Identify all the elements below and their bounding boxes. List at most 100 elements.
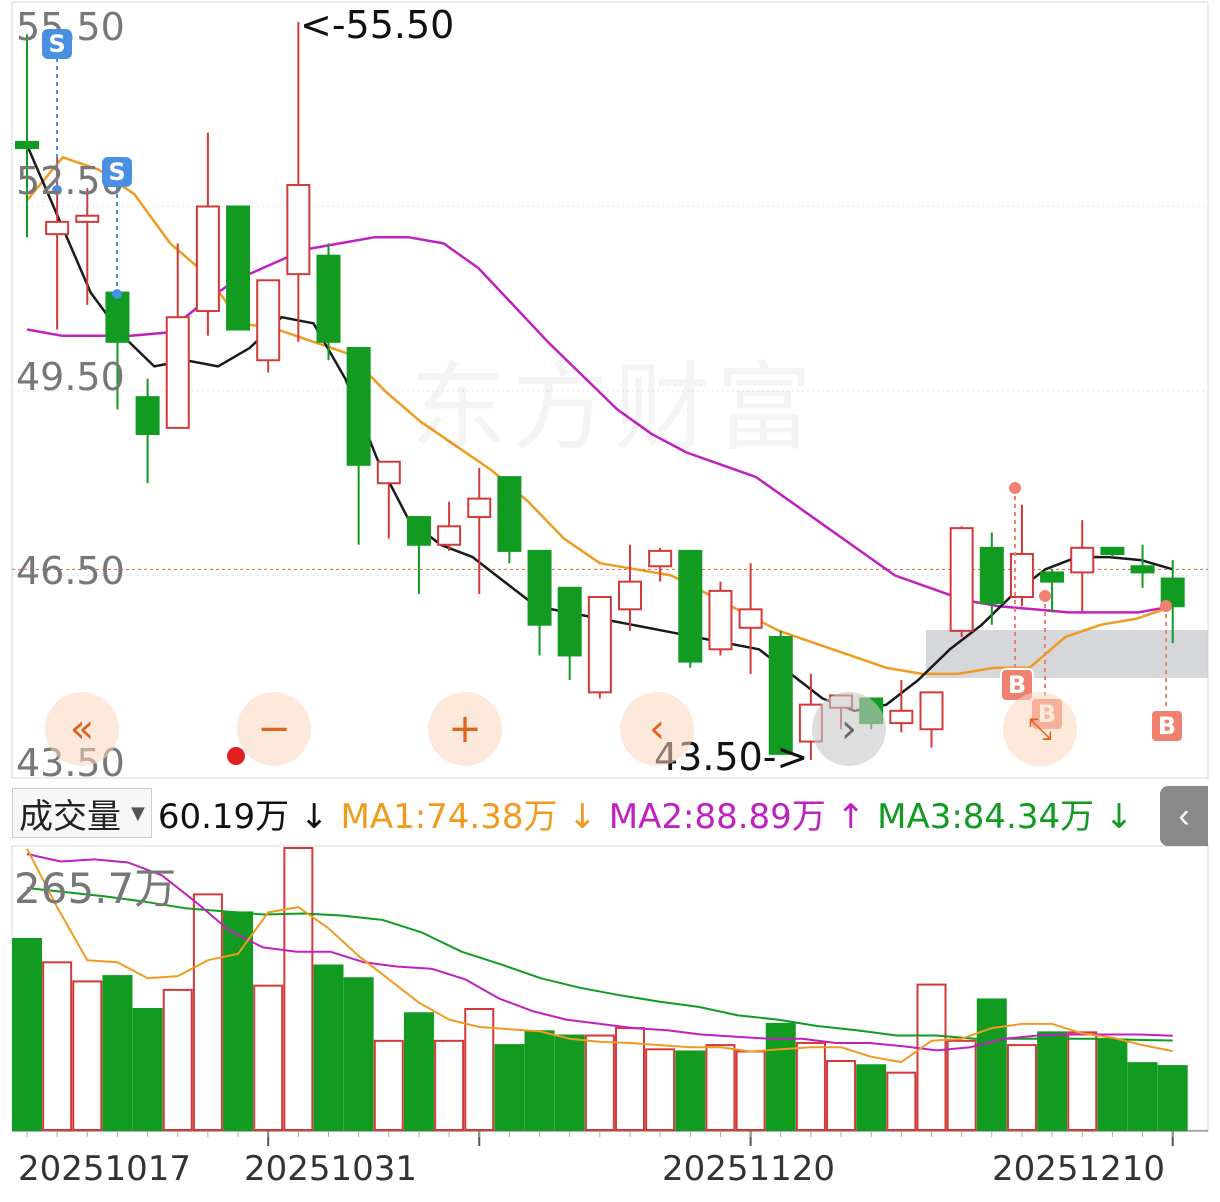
candle-body [135,396,160,436]
candle-body [376,460,401,485]
candle-body [738,608,763,629]
date-label: 20251210 [992,1149,1166,1189]
minus-icon: − [257,706,291,752]
volume-bar [72,980,103,1132]
high-label: <-55.50 [300,3,455,47]
candle-body [1100,546,1125,555]
candle-body [1009,552,1034,599]
candle-body [467,497,492,519]
volume-bar [826,1060,857,1132]
volume-bar [765,1022,796,1131]
volume-bar [735,1050,766,1132]
chevron-left-icon: ‹ [649,706,665,752]
volume-bar [675,1050,706,1132]
volume-bar [464,1008,495,1132]
volume-current: 60.19万 ↓ [157,796,329,837]
prev-button[interactable]: ‹ [620,692,694,766]
volume-bar [434,1039,465,1131]
volume-ma3-line [26,887,1173,1042]
buy-signal-dot [1009,482,1021,494]
candle-body [949,527,974,632]
candle-body [618,580,642,611]
candle-body [437,525,462,546]
sell-signal-dot [52,185,62,195]
candle-body [889,709,914,725]
indicator-select[interactable]: 成交量 ▼ [12,788,152,838]
volume-bars [12,847,1188,1132]
watermark: 东方财富 [410,330,818,469]
volume-bar [795,1041,826,1131]
candle-body [346,346,371,466]
candle-body [497,476,522,552]
candle-body [768,636,793,755]
collapse-button[interactable]: ‹ [1160,786,1208,846]
buy-signal-dot [1039,590,1051,602]
sell-signal-icon[interactable]: S [42,29,72,59]
candle-body [1160,577,1185,608]
volume-header: 成交量 ▼ 60.19万 ↓ MA1:74.38万 ↓ MA2:88.89万 ↑… [12,786,1208,840]
red-dot-marker [227,747,245,765]
volume-bar [373,1039,404,1131]
volume-bar [524,1030,555,1131]
volume-bar [886,1071,917,1132]
crosshair-icon: ⤡ [1028,711,1052,747]
candle-body [75,214,100,223]
candle-body [1070,546,1095,574]
plus-icon: + [448,706,482,752]
next-button[interactable]: › [812,692,886,766]
volume-bar [343,977,374,1131]
volume-bar [1067,1031,1098,1132]
buy-signal-icon[interactable]: B [1000,668,1034,702]
candle-body [45,220,70,236]
candle-body [226,205,251,331]
volume-bar [494,1044,525,1131]
volume-ma1-line [26,848,1173,1064]
volume-bar [1157,1065,1188,1132]
zoom-out-button[interactable]: − [237,692,311,766]
volume-bar [162,988,193,1132]
volume-ma3: MA3:84.34万 ↓ [877,796,1134,837]
sell-signal-icon[interactable]: S [102,157,132,187]
candle-body [557,586,582,657]
grid [11,1,1209,1146]
price-label-4: 46.50 [16,549,125,593]
price-label-3: 49.50 [16,355,125,399]
sell-signal-dot [112,289,122,299]
candle-body [1130,565,1155,574]
date-label: 20251017 [18,1149,192,1189]
volume-bar [1006,1044,1037,1131]
volume-max-label: 265.7万 [14,864,177,913]
volume-bar [976,998,1007,1132]
zoom-in-button[interactable]: + [428,692,502,766]
volume-bar [1097,1038,1128,1132]
chevron-left-icon: ‹ [1178,796,1190,835]
candle-body [527,549,552,626]
volume-ma2: MA2:88.89万 ↑ [608,796,866,837]
candle-body [165,316,190,429]
date-label: 20251120 [662,1149,836,1189]
volume-bar [223,911,254,1131]
candle-body [105,291,130,343]
candle-body [15,140,39,150]
price-zone-band [926,630,1208,678]
volume-bar [1127,1062,1158,1132]
candle-body [1040,571,1065,583]
candle-body [256,279,281,362]
volume-bar [253,984,284,1131]
buy-signal-icon[interactable]: B [1150,709,1184,743]
candle-body [286,183,311,276]
volume-bar [916,983,947,1131]
crosshair-button[interactable]: ⤡ [1003,692,1077,766]
volume-bar [102,975,133,1131]
fast-back-button[interactable]: « [45,692,119,766]
volume-bar [403,1012,434,1131]
candle-body [316,254,341,343]
volume-bar [42,961,73,1132]
candle-body [587,596,612,694]
volume-bar [554,1034,585,1131]
volume-ma-lines [26,848,1173,1064]
volume-ma1: MA1:74.38万 ↓ [340,796,597,837]
candle-body [678,549,703,663]
volume-bar [645,1048,676,1132]
